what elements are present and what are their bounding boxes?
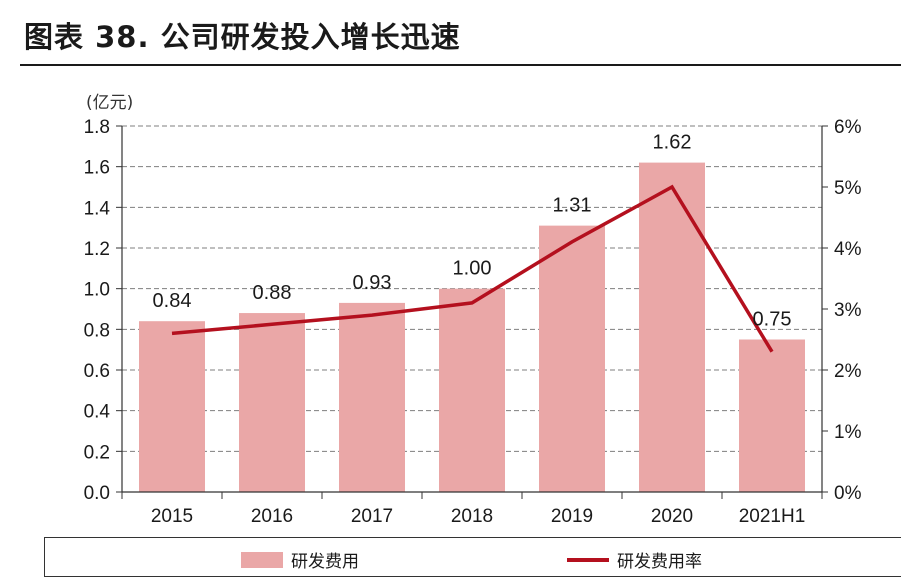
y-tick-label: 1.6 <box>84 158 110 179</box>
y2-tick-label: 5% <box>834 178 862 199</box>
grid-lines <box>122 125 822 452</box>
legend-item-bar: 研发费用 <box>241 547 359 572</box>
legend-label-line: 研发费用率 <box>617 552 702 572</box>
x-tick-label: 2017 <box>351 506 393 527</box>
y2-tick-label: 3% <box>834 300 862 321</box>
bar-2017 <box>339 302 405 492</box>
axes <box>116 125 828 499</box>
legend-item-line: 研发费用率 <box>567 547 702 572</box>
line-series <box>171 184 774 353</box>
figure-title: 图表 38. 公司研发投入增长迅速 <box>24 20 461 54</box>
legend-swatch-line <box>567 557 609 562</box>
y-tick-label: 1.4 <box>84 198 111 219</box>
bar-2021H1 <box>739 339 805 492</box>
bar-2016 <box>239 313 305 492</box>
data-label-2020: 1.62 <box>653 132 692 154</box>
title-rule <box>20 64 901 66</box>
legend: 研发费用 研发费用率 <box>44 537 901 577</box>
x-tick-label: 2020 <box>651 506 693 527</box>
y-tick-label: 1.8 <box>84 117 110 138</box>
bar-2020 <box>639 162 705 492</box>
legend-swatch-bar <box>241 551 283 568</box>
data-label-2018: 1.00 <box>453 258 492 280</box>
y-tick-label: 0.8 <box>84 320 110 341</box>
data-label-2015: 0.84 <box>153 290 192 312</box>
y-tick-label: 0.2 <box>84 442 110 463</box>
data-label-2017: 0.93 <box>353 272 392 294</box>
x-tick-label: 2019 <box>551 506 593 527</box>
x-tick-label: 2018 <box>451 506 493 527</box>
y2-tick-label: 1% <box>834 422 862 443</box>
data-label-2016: 0.88 <box>253 282 292 304</box>
y-tick-label: 1.2 <box>84 239 110 260</box>
x-tick-label: 2016 <box>251 506 293 527</box>
y2-tick-label: 6% <box>834 117 862 138</box>
y2-tick-label: 2% <box>834 361 862 382</box>
y2-tick-label: 0% <box>834 483 862 504</box>
y2-tick-label: 4% <box>834 239 862 260</box>
data-label-2019: 1.31 <box>553 195 592 217</box>
y-tick-label: 1.0 <box>84 280 110 301</box>
data-label-2021H1: 0.75 <box>753 309 792 331</box>
data-labels: 0.84 0.88 0.93 1.00 1.31 1.62 0.75 <box>153 132 792 331</box>
x-tick-label: 2015 <box>151 506 193 527</box>
y-axis-unit-label: (亿元) <box>86 93 133 113</box>
legend-label-bar: 研发费用 <box>291 552 359 572</box>
y-tick-label: 0.0 <box>84 483 110 504</box>
bar-series <box>139 162 805 492</box>
x-tick-label: 2021H1 <box>739 506 806 527</box>
bar-2018 <box>439 288 505 492</box>
bar-2015 <box>139 321 205 492</box>
chart: (亿元) 0.84 0.88 0.93 1.00 1.31 1.62 0.75 0.0 0.2… <box>84 93 862 527</box>
y-tick-label: 0.6 <box>84 361 110 382</box>
y-tick-label: 0.4 <box>84 402 111 423</box>
tick-labels: 0.0 0.2 0.4 0.6 0.8 1.0 1.2 1.4 1.6 1.8 0% 1% 2% 3% 4%… <box>84 117 862 527</box>
bar-2019 <box>539 225 605 492</box>
